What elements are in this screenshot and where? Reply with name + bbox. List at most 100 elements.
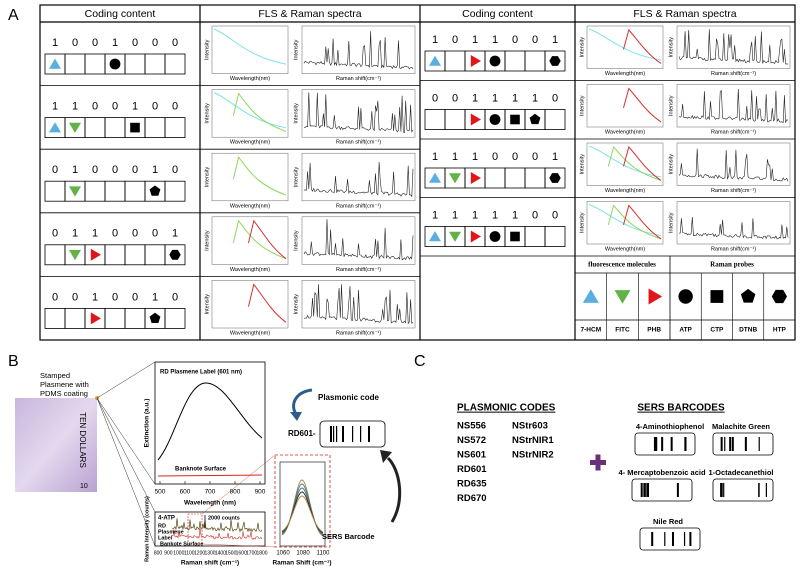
symbol-7hcm xyxy=(429,231,441,242)
tick-label: 600 xyxy=(180,489,191,496)
barcode-bar xyxy=(336,426,338,442)
code-bit: 0 xyxy=(172,164,178,176)
code-bit: 1 xyxy=(472,151,478,163)
symbol-7hcm xyxy=(582,289,599,303)
legend-item: ATP xyxy=(679,327,692,334)
code-box xyxy=(104,307,126,329)
banknote-text: TEN DOLLARS xyxy=(78,412,87,468)
code-bit: 1 xyxy=(72,101,78,113)
legend-item: PHB xyxy=(647,327,661,334)
symbol-ctp xyxy=(510,114,520,125)
section-title: PLASMONIC CODES xyxy=(457,403,556,414)
barcode-name: 1-Octadecanethiol xyxy=(708,468,773,477)
surface-label: Banknote Surface xyxy=(175,467,227,473)
fluorescence-curve xyxy=(247,219,287,260)
code-bit: 1 xyxy=(472,34,478,46)
axis-label: Intensity xyxy=(668,154,674,175)
symbol-fitc xyxy=(449,231,461,242)
barcode-bar xyxy=(683,532,686,546)
spectrum xyxy=(303,219,414,261)
axis-label: Raman shift(cm⁻¹) xyxy=(711,246,756,252)
axis-label: Raman shift(cm⁻¹) xyxy=(336,140,381,146)
fluorescence-curve xyxy=(622,87,662,123)
arrow xyxy=(292,388,313,415)
symbol-atp xyxy=(489,114,501,125)
tick-label: 800 xyxy=(230,489,241,496)
extinction-curve xyxy=(157,382,263,461)
barcode-bar xyxy=(645,483,647,497)
arrow xyxy=(386,456,402,523)
surface-label: Bankote Surface xyxy=(160,541,203,547)
code-bit: 0 xyxy=(72,37,78,49)
tick-label: 1080 xyxy=(296,551,310,557)
symbol-phb xyxy=(470,113,481,126)
fluorescence-curve xyxy=(607,204,662,240)
axis-label: Intensity xyxy=(293,103,299,124)
code-name: NS572 xyxy=(457,435,486,446)
barcode-bar xyxy=(758,483,760,497)
fluorescence-curve xyxy=(247,283,287,323)
code-box xyxy=(444,109,466,130)
fluorescence-curve xyxy=(213,28,287,65)
zoom-line xyxy=(201,543,276,548)
axis-label: Raman Shift (cm⁻¹) xyxy=(272,560,331,567)
code-box xyxy=(124,244,146,266)
code-bit: 1 xyxy=(52,101,58,113)
barcode-bar xyxy=(731,437,734,451)
code-name: NStrNIR2 xyxy=(512,450,554,461)
barcode-bar xyxy=(671,532,674,546)
barcode-bar xyxy=(342,426,344,442)
barcode-bar xyxy=(360,426,362,442)
code-bit: 0 xyxy=(452,34,458,46)
axis-label: Intensity xyxy=(204,230,210,251)
code-box xyxy=(144,244,166,266)
symbol-fitc xyxy=(449,173,461,184)
barcode-bar xyxy=(720,437,723,451)
symbol-phb xyxy=(470,55,481,67)
barcode-bar xyxy=(689,532,692,546)
symbol-fitc xyxy=(69,250,81,261)
code-box xyxy=(144,117,166,138)
code-bit: 0 xyxy=(112,164,118,176)
symbol-phb xyxy=(90,248,101,261)
axis-label: Intensity xyxy=(579,37,585,58)
symbol-phb xyxy=(90,312,101,325)
raman-plot xyxy=(301,89,416,138)
axis-label: Raman shift(cm⁻¹) xyxy=(711,129,756,135)
code-box xyxy=(124,180,146,202)
barcode-box xyxy=(634,432,696,456)
symbol-phb xyxy=(470,172,481,184)
barcode-name: 4- Mercaptobenzoic acid xyxy=(618,468,706,477)
barcode-bar xyxy=(729,437,732,451)
barcode-bar xyxy=(664,532,666,546)
tick-label: 1400 xyxy=(215,550,226,556)
table-frame xyxy=(39,4,796,341)
symbol-htp xyxy=(169,249,181,260)
arrow-head xyxy=(380,450,392,463)
barcode-box xyxy=(712,432,774,456)
axis-label: Wavelength(nm) xyxy=(230,330,270,336)
code-box xyxy=(544,167,566,189)
axis-label: Intensity xyxy=(293,294,299,315)
raman-plot xyxy=(676,201,791,245)
column-header: Coding content xyxy=(462,8,533,20)
barcode-bar xyxy=(670,437,673,451)
panel-label: C xyxy=(414,353,426,370)
code-box xyxy=(104,180,126,202)
fls-plot xyxy=(211,152,289,202)
code-box xyxy=(524,226,546,247)
scale-label: 2000 counts xyxy=(208,515,240,521)
code-bit: 1 xyxy=(472,209,478,221)
code-bit: 1 xyxy=(52,37,58,49)
symbol-7hcm xyxy=(49,122,61,133)
barcode-bar xyxy=(758,437,760,451)
series-label: Label xyxy=(158,535,173,541)
code-bit: 0 xyxy=(512,34,518,46)
raman-plot xyxy=(301,25,416,74)
code-bit: 1 xyxy=(432,34,438,46)
axis-label: Raman shift(cm⁻¹) xyxy=(336,267,381,273)
tick-label: 800 xyxy=(154,550,163,556)
column-header: FLS & Raman spectra xyxy=(633,8,736,20)
tick-label: 900 xyxy=(164,550,173,556)
legend-item: DTNB xyxy=(739,327,757,334)
